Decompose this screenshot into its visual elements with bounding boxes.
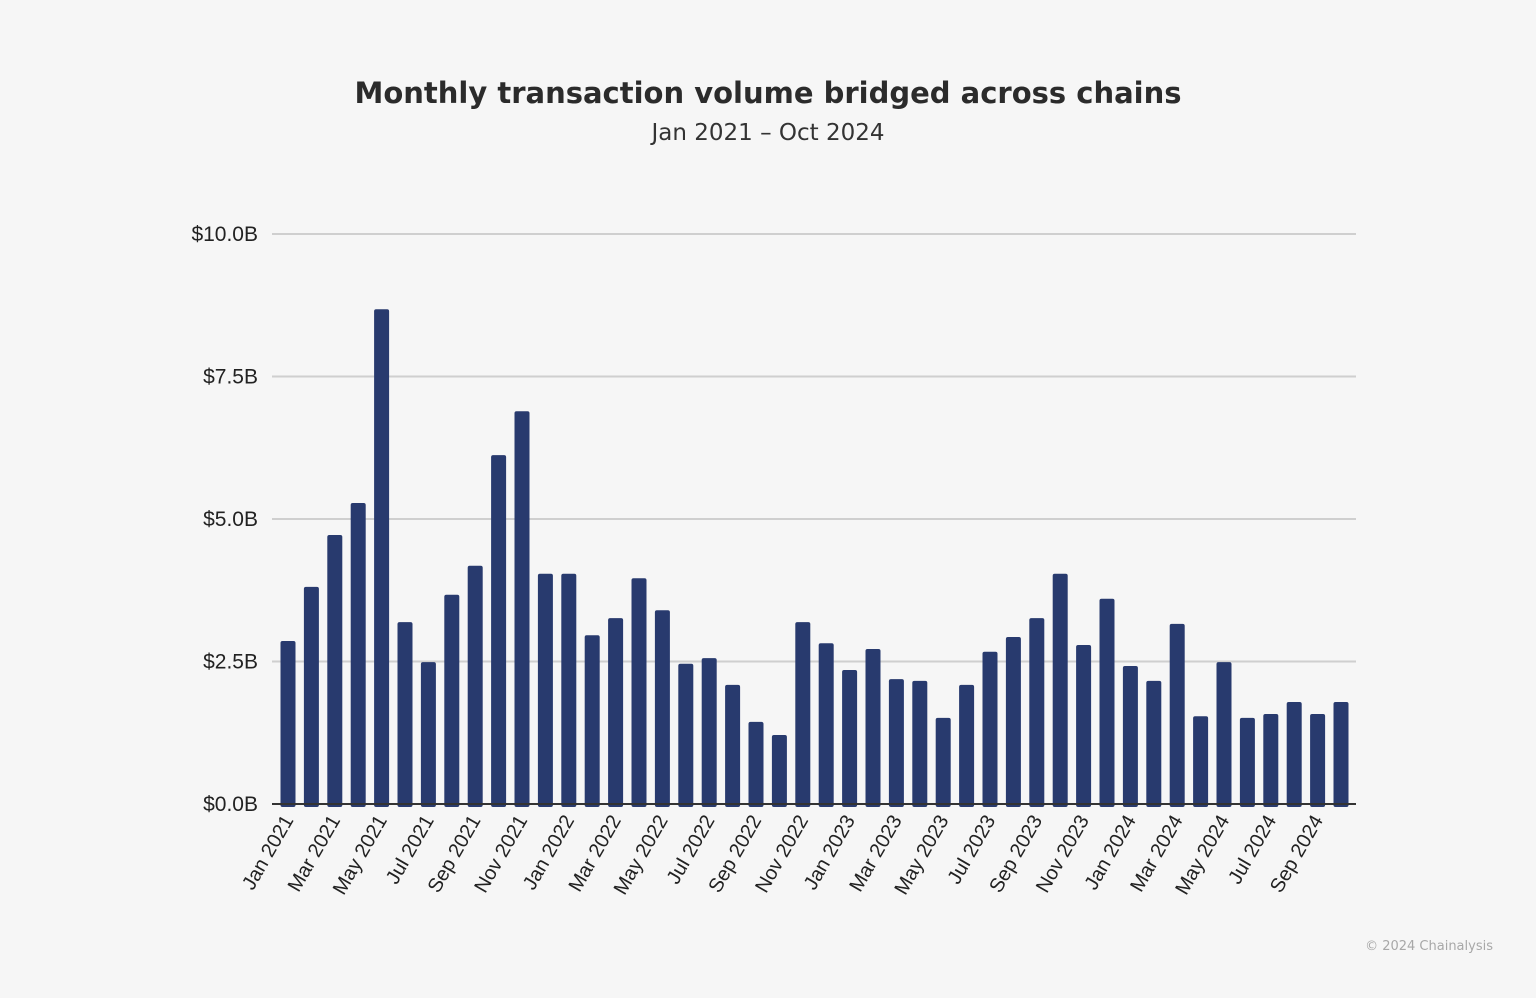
bar [514, 411, 530, 807]
bar [982, 651, 998, 807]
bar [865, 648, 881, 807]
bar [1239, 717, 1255, 807]
bar [608, 618, 624, 807]
bar [420, 662, 436, 807]
y-tick-label: $10.0B [191, 223, 258, 246]
bar [1193, 716, 1209, 807]
bar [584, 635, 600, 807]
bar [818, 643, 834, 807]
bar [631, 578, 647, 807]
bar [561, 573, 577, 807]
chart-title: Monthly transaction volume bridged acros… [354, 76, 1182, 110]
bar [771, 735, 787, 807]
bar [1216, 662, 1232, 807]
bar [935, 717, 951, 807]
bar [959, 684, 975, 807]
bar [491, 455, 507, 807]
bar [1333, 701, 1349, 807]
bar [1122, 666, 1138, 807]
bar [912, 680, 928, 807]
bar [280, 640, 296, 807]
bar [1099, 598, 1115, 807]
bar [842, 670, 858, 807]
bar [1029, 618, 1045, 807]
bar [327, 534, 343, 807]
y-tick-label: $0.0B [203, 793, 258, 816]
bar [444, 594, 460, 807]
bar [701, 658, 717, 807]
y-tick-label: $5.0B [203, 508, 258, 531]
bar [1052, 573, 1068, 807]
bar [654, 610, 670, 807]
chart-subtitle: Jan 2021 – Oct 2024 [651, 120, 885, 146]
bar [725, 684, 741, 807]
bar [888, 679, 904, 807]
bar [1005, 636, 1021, 807]
copyright-credit: © 2024 Chainalysis [1365, 939, 1493, 954]
bar [467, 565, 483, 807]
bar [303, 586, 319, 807]
bar [537, 573, 553, 807]
bar [1169, 623, 1185, 807]
bar [374, 309, 390, 807]
bar [1310, 713, 1326, 807]
bar [1076, 644, 1092, 807]
y-tick-label: $2.5B [203, 651, 258, 674]
bar [678, 663, 694, 807]
bar [1286, 701, 1302, 807]
y-tick-label: $7.5B [203, 366, 258, 389]
bar [1146, 680, 1162, 807]
bar [397, 622, 413, 807]
bar [350, 503, 366, 807]
bar [1263, 713, 1279, 807]
bar [748, 721, 764, 807]
bar [795, 622, 811, 807]
